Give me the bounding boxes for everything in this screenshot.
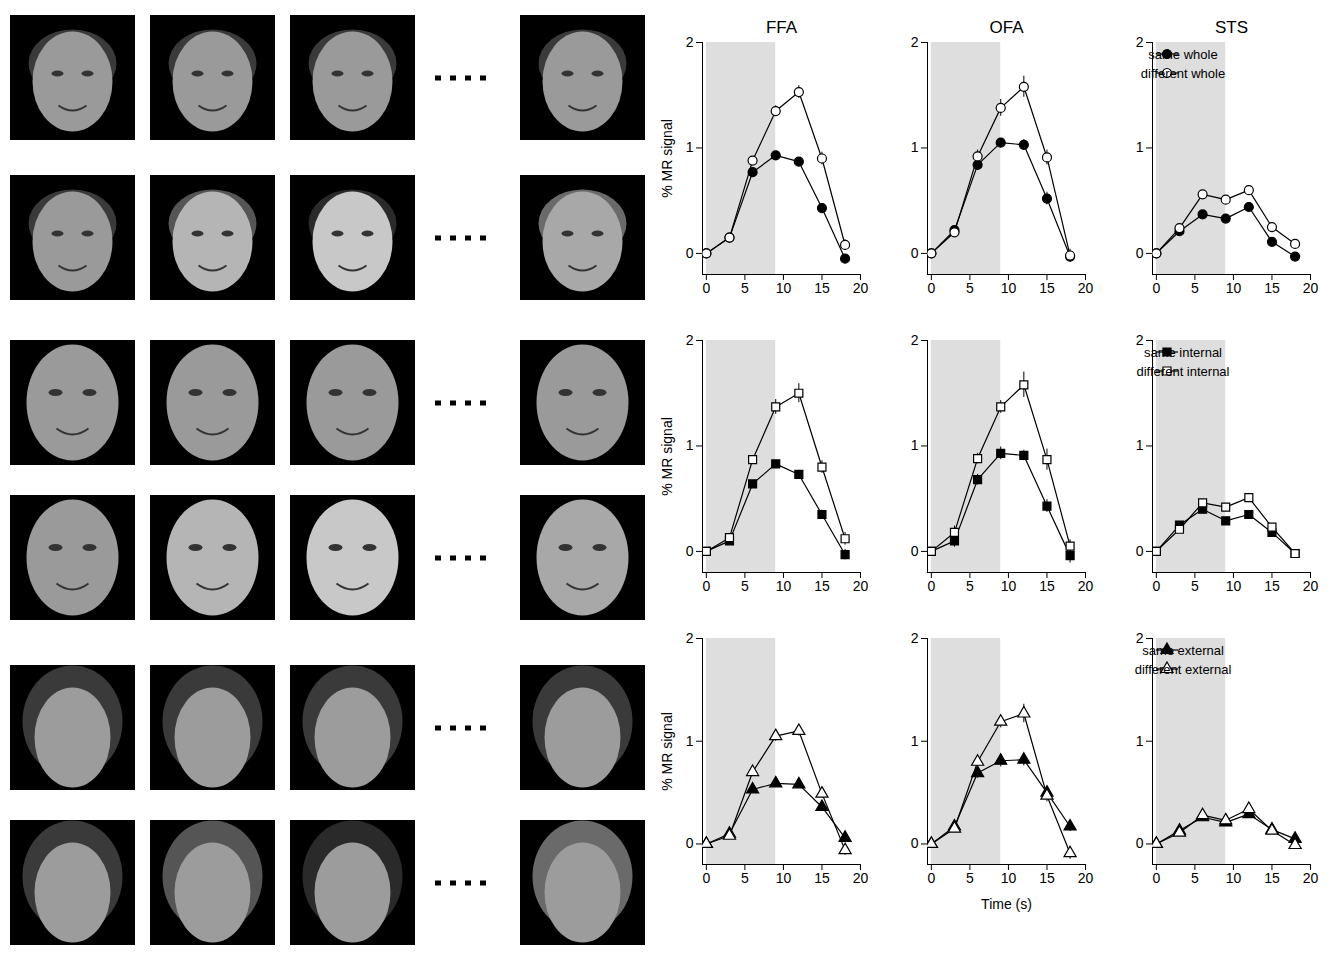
svg-text:0: 0 [927,870,935,886]
svg-text:0: 0 [1152,578,1160,594]
svg-text:Time (s): Time (s) [981,896,1032,912]
svg-text:15: 15 [1039,578,1055,594]
svg-text:different internal: different internal [1137,364,1230,379]
svg-text:0: 0 [686,835,694,851]
svg-text:2: 2 [1135,630,1144,646]
svg-text:0: 0 [702,578,710,594]
svg-text:0: 0 [702,280,710,296]
svg-text:15: 15 [814,578,830,594]
svg-text:10: 10 [1226,870,1242,886]
svg-text:20: 20 [853,280,869,296]
svg-text:2: 2 [911,34,919,50]
svg-text:5: 5 [966,578,974,594]
svg-text:5: 5 [1191,870,1199,886]
svg-text:1: 1 [911,733,919,749]
svg-text:5: 5 [1191,280,1199,296]
svg-text:15: 15 [1264,870,1280,886]
svg-text:% MR signal: % MR signal [659,119,675,198]
svg-text:same internal: same internal [1144,345,1222,360]
svg-text:20: 20 [853,870,869,886]
svg-text:10: 10 [1001,578,1017,594]
svg-text:FFA: FFA [766,18,798,37]
svg-text:2: 2 [1136,332,1144,348]
svg-text:0: 0 [1136,835,1144,851]
svg-text:2: 2 [686,630,694,646]
svg-text:2: 2 [911,332,919,348]
svg-text:same external: same external [1142,643,1224,658]
svg-text:20: 20 [1078,280,1094,296]
svg-text:20: 20 [1303,578,1319,594]
svg-text:0: 0 [702,870,710,886]
svg-text:15: 15 [1039,280,1055,296]
svg-text:0: 0 [1152,870,1160,886]
svg-text:5: 5 [741,280,749,296]
svg-text:1: 1 [686,733,694,749]
svg-text:20: 20 [1078,578,1094,594]
svg-text:10: 10 [1226,280,1242,296]
svg-text:0: 0 [911,543,919,559]
svg-text:1: 1 [911,437,919,453]
svg-text:15: 15 [1264,280,1280,296]
svg-text:5: 5 [966,280,974,296]
svg-text:0: 0 [1136,245,1144,261]
svg-text:0: 0 [927,280,935,296]
svg-text:10: 10 [1001,280,1017,296]
svg-text:0: 0 [686,245,694,261]
svg-text:20: 20 [1303,870,1319,886]
svg-text:5: 5 [966,870,974,886]
svg-text:1: 1 [1136,733,1144,749]
svg-text:2: 2 [686,34,694,50]
svg-text:5: 5 [1191,578,1199,594]
svg-text:10: 10 [776,578,792,594]
svg-text:1: 1 [1136,437,1144,453]
svg-text:OFA: OFA [989,18,1024,37]
svg-text:1: 1 [911,139,919,155]
svg-text:0: 0 [686,543,694,559]
svg-text:10: 10 [1001,870,1017,886]
svg-text:10: 10 [1226,578,1242,594]
svg-text:2: 2 [911,630,919,646]
svg-text:same whole: same whole [1148,47,1217,62]
svg-text:2: 2 [686,332,694,348]
svg-text:1: 1 [686,437,694,453]
svg-text:1: 1 [1136,139,1144,155]
svg-text:10: 10 [776,280,792,296]
svg-text:15: 15 [1039,870,1055,886]
svg-text:0: 0 [911,245,919,261]
svg-text:1: 1 [686,139,694,155]
svg-text:% MR signal: % MR signal [659,417,675,496]
svg-text:10: 10 [776,870,792,886]
svg-text:different external: different external [1135,662,1232,677]
svg-text:0: 0 [1152,280,1160,296]
svg-text:15: 15 [1264,578,1280,594]
svg-text:15: 15 [814,280,830,296]
svg-text:% MR signal: % MR signal [659,712,675,791]
svg-text:2: 2 [1136,34,1144,50]
svg-text:15: 15 [814,870,830,886]
svg-text:5: 5 [741,578,749,594]
svg-text:different whole: different whole [1141,66,1225,81]
svg-text:20: 20 [853,578,869,594]
svg-text:0: 0 [911,835,919,851]
svg-text:0: 0 [927,578,935,594]
svg-text:STS: STS [1215,18,1248,37]
svg-text:20: 20 [1303,280,1319,296]
svg-text:5: 5 [741,870,749,886]
svg-text:0: 0 [1136,543,1144,559]
svg-text:20: 20 [1078,870,1094,886]
